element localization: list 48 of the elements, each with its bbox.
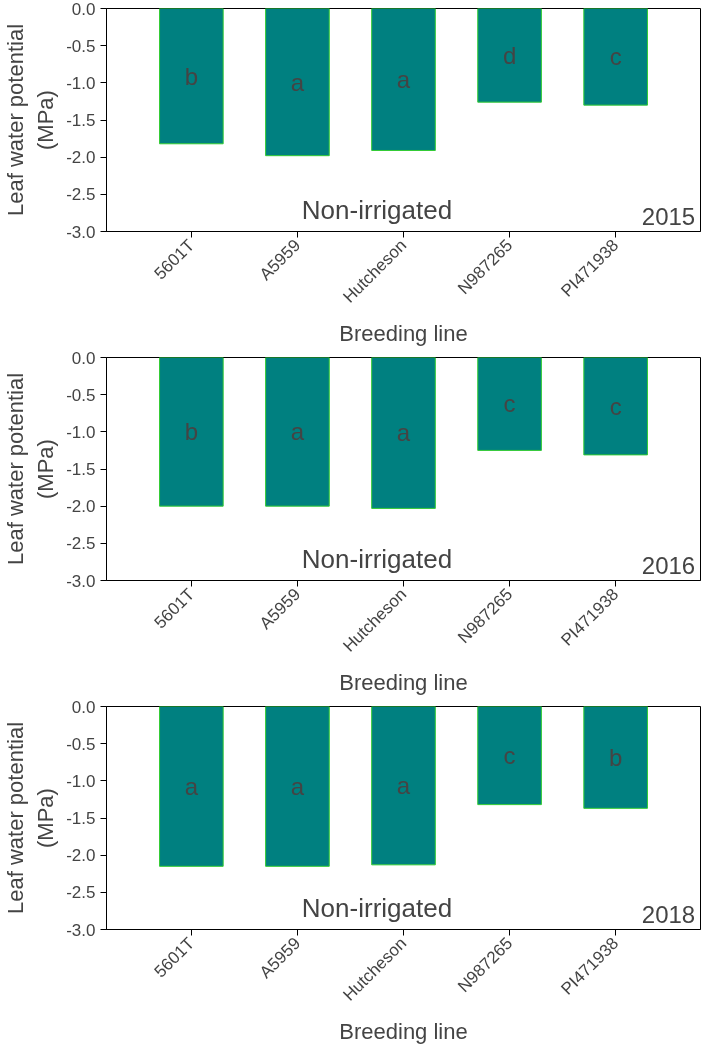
- x-axis-title: Breeding line: [339, 1019, 468, 1045]
- y-tick-label: -2.0: [66, 148, 96, 168]
- annotation: c: [503, 742, 516, 770]
- y-axis-title: Leaf water potential (MPa): [3, 721, 59, 915]
- y-axis-title: Leaf water potential (MPa): [3, 372, 59, 566]
- y-tick-label: -2.5: [66, 883, 96, 903]
- y-tick-label: -1.5: [66, 460, 96, 479]
- x-axis-title: Breeding line: [339, 670, 468, 696]
- annotation: a: [290, 68, 305, 96]
- y-tick-label: -3.0: [66, 920, 96, 940]
- annotation: a: [290, 772, 305, 800]
- y-tick-label: -0.5: [66, 36, 96, 56]
- annotation: b: [184, 418, 199, 446]
- y-tick-label: -2.0: [66, 497, 96, 517]
- annotation: Non-irrigated: [301, 194, 453, 225]
- annotation: c: [609, 43, 622, 71]
- annotation: a: [290, 418, 305, 446]
- y-tick-label: -2.0: [66, 846, 96, 866]
- annotation: a: [184, 772, 199, 800]
- y-tick-label: -1.0: [66, 771, 96, 791]
- annotation: d: [502, 41, 517, 69]
- y-tick-label: -1.5: [66, 111, 96, 130]
- annotation: a: [396, 65, 411, 93]
- annotation: c: [609, 392, 622, 420]
- y-axis-title: Leaf water potential (MPa): [3, 23, 59, 217]
- annotation: b: [608, 743, 623, 771]
- y-tick-label: -3.0: [66, 222, 96, 242]
- annotation: a: [396, 419, 411, 447]
- y-tick-label: 0.0: [71, 697, 96, 717]
- y-tick-label: -3.0: [66, 571, 96, 591]
- y-tick-label: -0.5: [66, 734, 96, 754]
- y-tick-label: -1.0: [66, 73, 96, 93]
- y-tick-label: -2.5: [66, 534, 96, 554]
- annotation: 2015: [641, 202, 696, 230]
- annotation: c: [503, 390, 516, 418]
- y-tick-label: -1.5: [66, 809, 96, 828]
- x-axis-title: Breeding line: [339, 321, 468, 347]
- annotation: Non-irrigated: [301, 543, 453, 574]
- y-tick-label: -1.0: [66, 422, 96, 442]
- annotation: 2016: [641, 551, 696, 579]
- annotation: 2018: [641, 900, 696, 928]
- y-tick-label: -2.5: [66, 185, 96, 205]
- annotation: Non-irrigated: [301, 892, 453, 923]
- y-tick-label: 0.0: [71, 348, 96, 368]
- y-tick-label: -0.5: [66, 385, 96, 405]
- annotation: a: [396, 772, 411, 800]
- y-tick-label: 0.0: [71, 0, 96, 19]
- annotation: b: [184, 62, 199, 90]
